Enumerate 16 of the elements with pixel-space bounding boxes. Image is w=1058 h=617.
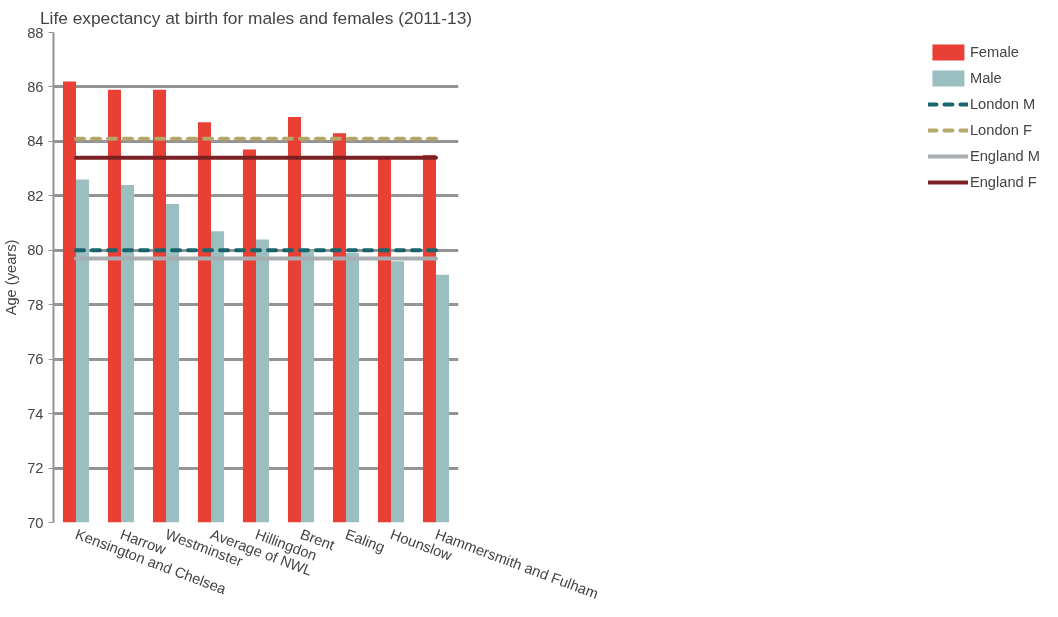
y-axis-title: Age (years)	[3, 239, 20, 316]
y-tick-label: 86	[27, 78, 44, 95]
y-tick-label: 84	[27, 133, 44, 150]
y-tick-label: 80	[27, 242, 44, 259]
legend-label: Female	[969, 44, 1019, 60]
y-tick-label: 70	[27, 514, 44, 531]
legend-label: London F	[969, 122, 1032, 138]
y-tick-label: 76	[27, 351, 44, 368]
legend-label: England F	[969, 174, 1037, 190]
y-tick-label: 78	[27, 296, 44, 313]
y-tick-label: 74	[27, 405, 44, 422]
legend-label: London M	[969, 96, 1036, 112]
y-tick-label: 82	[27, 187, 44, 204]
legend-label: England M	[969, 148, 1040, 164]
legend-label: Male	[969, 70, 1002, 86]
y-tick-label: 72	[27, 460, 44, 477]
